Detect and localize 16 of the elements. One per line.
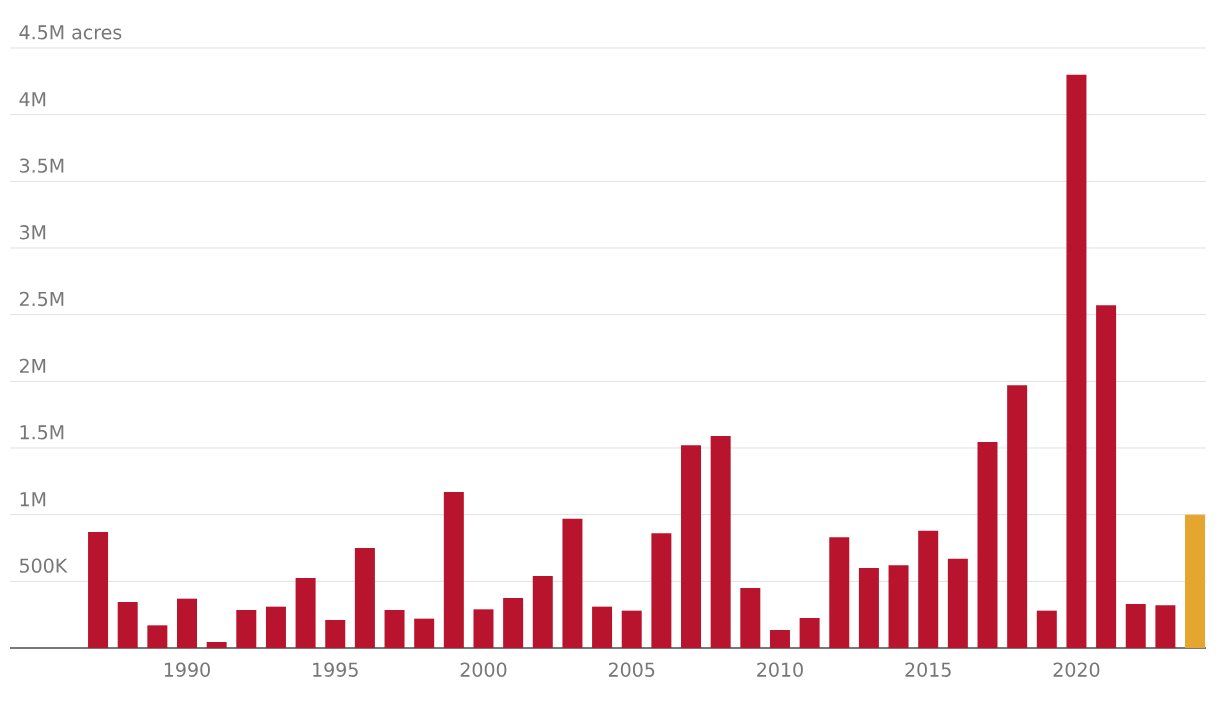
y-tick-label: 2M: [19, 358, 46, 373]
x-tick-label: 2015: [905, 662, 951, 677]
y-tick-label: 2.5M: [19, 291, 64, 307]
x-tick-label: 2005: [608, 662, 655, 677]
y-tick-label: 500K: [20, 558, 68, 573]
x-tick-label: 2000: [460, 662, 507, 677]
y-tick-label: 4M: [19, 92, 46, 107]
y-tick-label: 3.5M: [19, 158, 64, 173]
y-tick-label: 1.5M: [20, 425, 64, 440]
y-tick-label: 4.5M acres: [19, 25, 122, 40]
y-tick-label: 1M: [20, 492, 46, 507]
x-tick-label: 2010: [757, 662, 803, 677]
x-tick-label: 1990: [164, 662, 210, 677]
x-tick-label: 2020: [1053, 662, 1100, 677]
y-tick-label: 3M: [19, 225, 46, 240]
x-tick-label: 1995: [313, 662, 358, 677]
